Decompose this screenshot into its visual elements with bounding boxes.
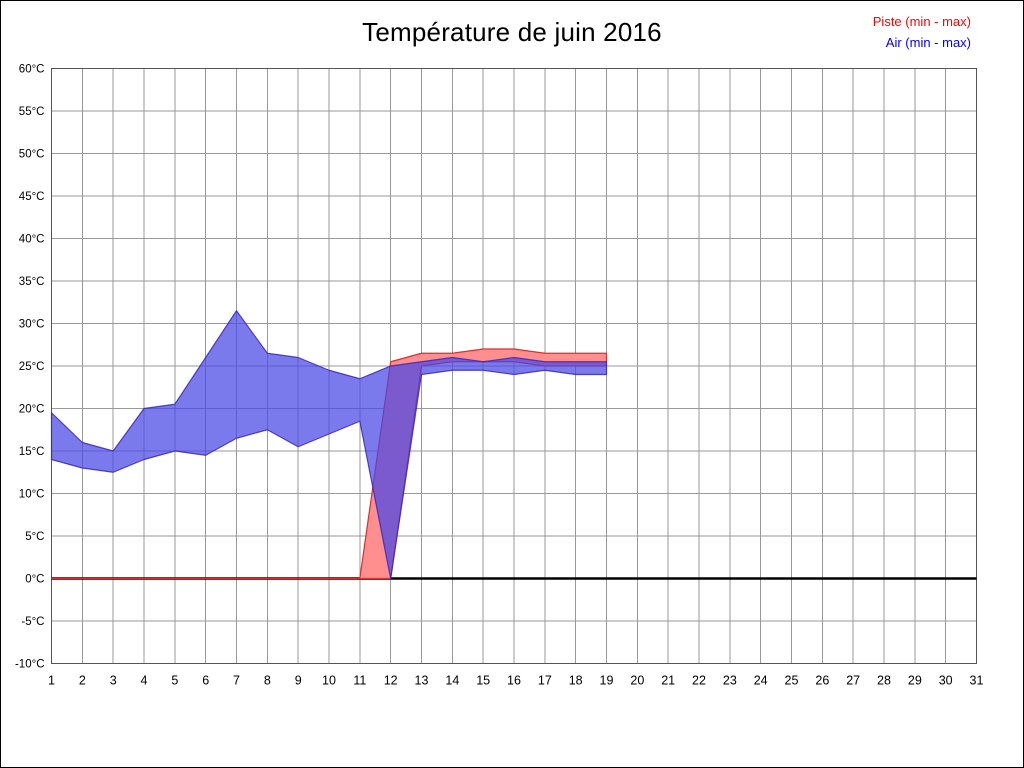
y-tick-label: 5°C [25,531,44,543]
chart-title: Température de juin 2016 [362,17,662,47]
x-tick-label: 19 [600,674,614,688]
x-tick-label: 22 [692,674,706,688]
x-tick-label: 17 [538,674,552,688]
y-tick-label: 60°C [19,64,45,76]
x-tick-label: 15 [476,674,490,688]
x-tick-label: 7 [233,674,240,688]
piste-band [50,348,608,580]
legend: Piste (min - max) Air (min - max) [873,11,971,53]
y-tick-label: 10°C [19,489,45,501]
y-tick-label: 0°C [25,574,44,586]
y-tick-label: 15°C [19,446,45,458]
x-tick-label: 21 [661,674,675,688]
x-tick-label: 13 [415,674,429,688]
x-tick-label: 9 [295,674,302,688]
x-tick-label: 18 [569,674,583,688]
y-tick-label: 20°C [19,404,45,416]
x-tick-label: 20 [630,674,644,688]
legend-air-label: Air (min - max) [885,35,971,50]
y-tick-label: 30°C [19,319,45,331]
air-band [50,310,608,580]
x-tick-label: 26 [815,674,829,688]
plot-border [51,68,977,664]
x-tick-label: 12 [384,674,398,688]
y-tick-label: 45°C [19,191,45,203]
y-tick-label: 40°C [19,234,45,246]
y-tick-label: 50°C [19,149,45,161]
x-tick-label: 27 [846,674,860,688]
y-tick-label: 25°C [19,361,45,373]
x-tick-label: 28 [877,674,891,688]
x-tick-label: 30 [939,674,953,688]
x-tick-label: 29 [908,674,922,688]
x-tick-label: 14 [445,674,459,688]
x-tick-label: 23 [723,674,737,688]
x-tick-label: 25 [785,674,799,688]
x-tick-label: 3 [110,674,117,688]
x-tick-label: 4 [141,674,148,688]
x-tick-label: 5 [171,674,178,688]
y-tick-label: -5°C [21,616,44,628]
y-tick-label: 55°C [19,106,45,118]
y-axis-labels: 60°C 55°C 50°C 45°C 40°C 35°C 30°C 25°C 20°C 15°C… [15,64,45,671]
x-tick-label: 24 [754,674,768,688]
x-tick-label: 10 [322,674,336,688]
legend-piste-label: Piste (min - max) [872,14,971,29]
x-tick-label: 2 [79,674,86,688]
y-tick-label: -10°C [15,659,45,671]
x-tick-label: 6 [202,674,209,688]
y-tick-label: 35°C [19,276,45,288]
x-tick-label: 16 [507,674,521,688]
x-tick-label: 31 [970,674,984,688]
x-tick-label: 11 [353,674,366,688]
x-tick-label: 1 [48,674,55,688]
x-tick-label: 8 [264,674,271,688]
x-axis-labels: 1 2 3 4 5 6 7 8 9 10 11 12 13 14 15 16 17 18 19 20 21 22 23 24 2… [48,674,983,688]
